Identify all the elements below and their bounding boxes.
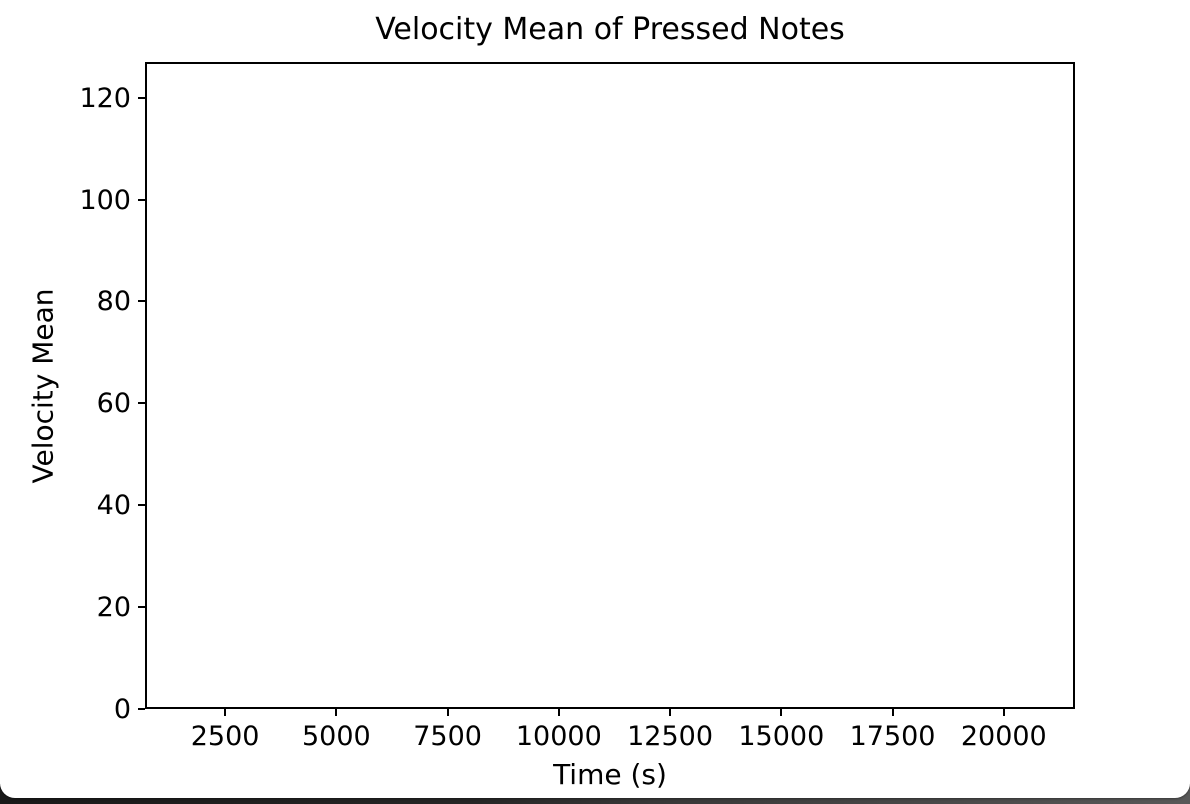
x-tick-label: 5000 <box>301 721 371 752</box>
y-tick-mark <box>138 606 145 609</box>
y-tick-label: 20 <box>96 592 131 624</box>
y-tick-mark <box>138 96 145 99</box>
plot-area <box>145 62 1075 709</box>
x-tick-mark <box>780 709 783 716</box>
y-tick-mark <box>138 300 145 303</box>
x-tick-label: 20000 <box>960 721 1047 752</box>
chart-title: Velocity Mean of Pressed Notes <box>375 12 845 47</box>
x-tick-mark <box>1002 709 1005 716</box>
x-axis-label: Time (s) <box>553 758 667 791</box>
y-tick-label: 80 <box>96 286 131 318</box>
x-tick-mark <box>224 709 227 716</box>
x-tick-label: 12500 <box>627 721 714 752</box>
x-tick-mark <box>669 709 672 716</box>
y-tick-mark <box>138 402 145 405</box>
y-tick-mark <box>138 504 145 507</box>
y-tick-label: 40 <box>96 490 131 522</box>
x-tick-mark <box>335 709 338 716</box>
y-tick-mark <box>138 708 145 710</box>
x-tick-mark <box>557 709 560 716</box>
y-tick-mark <box>138 198 145 201</box>
x-tick-mark <box>891 709 894 716</box>
y-tick-label: 120 <box>79 82 131 114</box>
x-tick-label: 2500 <box>190 721 260 752</box>
x-tick-label: 10000 <box>515 721 602 752</box>
x-tick-label: 17500 <box>849 721 936 752</box>
x-tick-label: 7500 <box>413 721 482 752</box>
x-tick-mark <box>446 709 449 716</box>
y-tick-label: 60 <box>96 388 131 420</box>
y-tick-label: 0 <box>113 694 131 725</box>
x-tick-label: 15000 <box>738 721 825 752</box>
y-axis-label: Velocity Mean <box>26 288 60 484</box>
y-tick-label: 100 <box>79 184 131 216</box>
